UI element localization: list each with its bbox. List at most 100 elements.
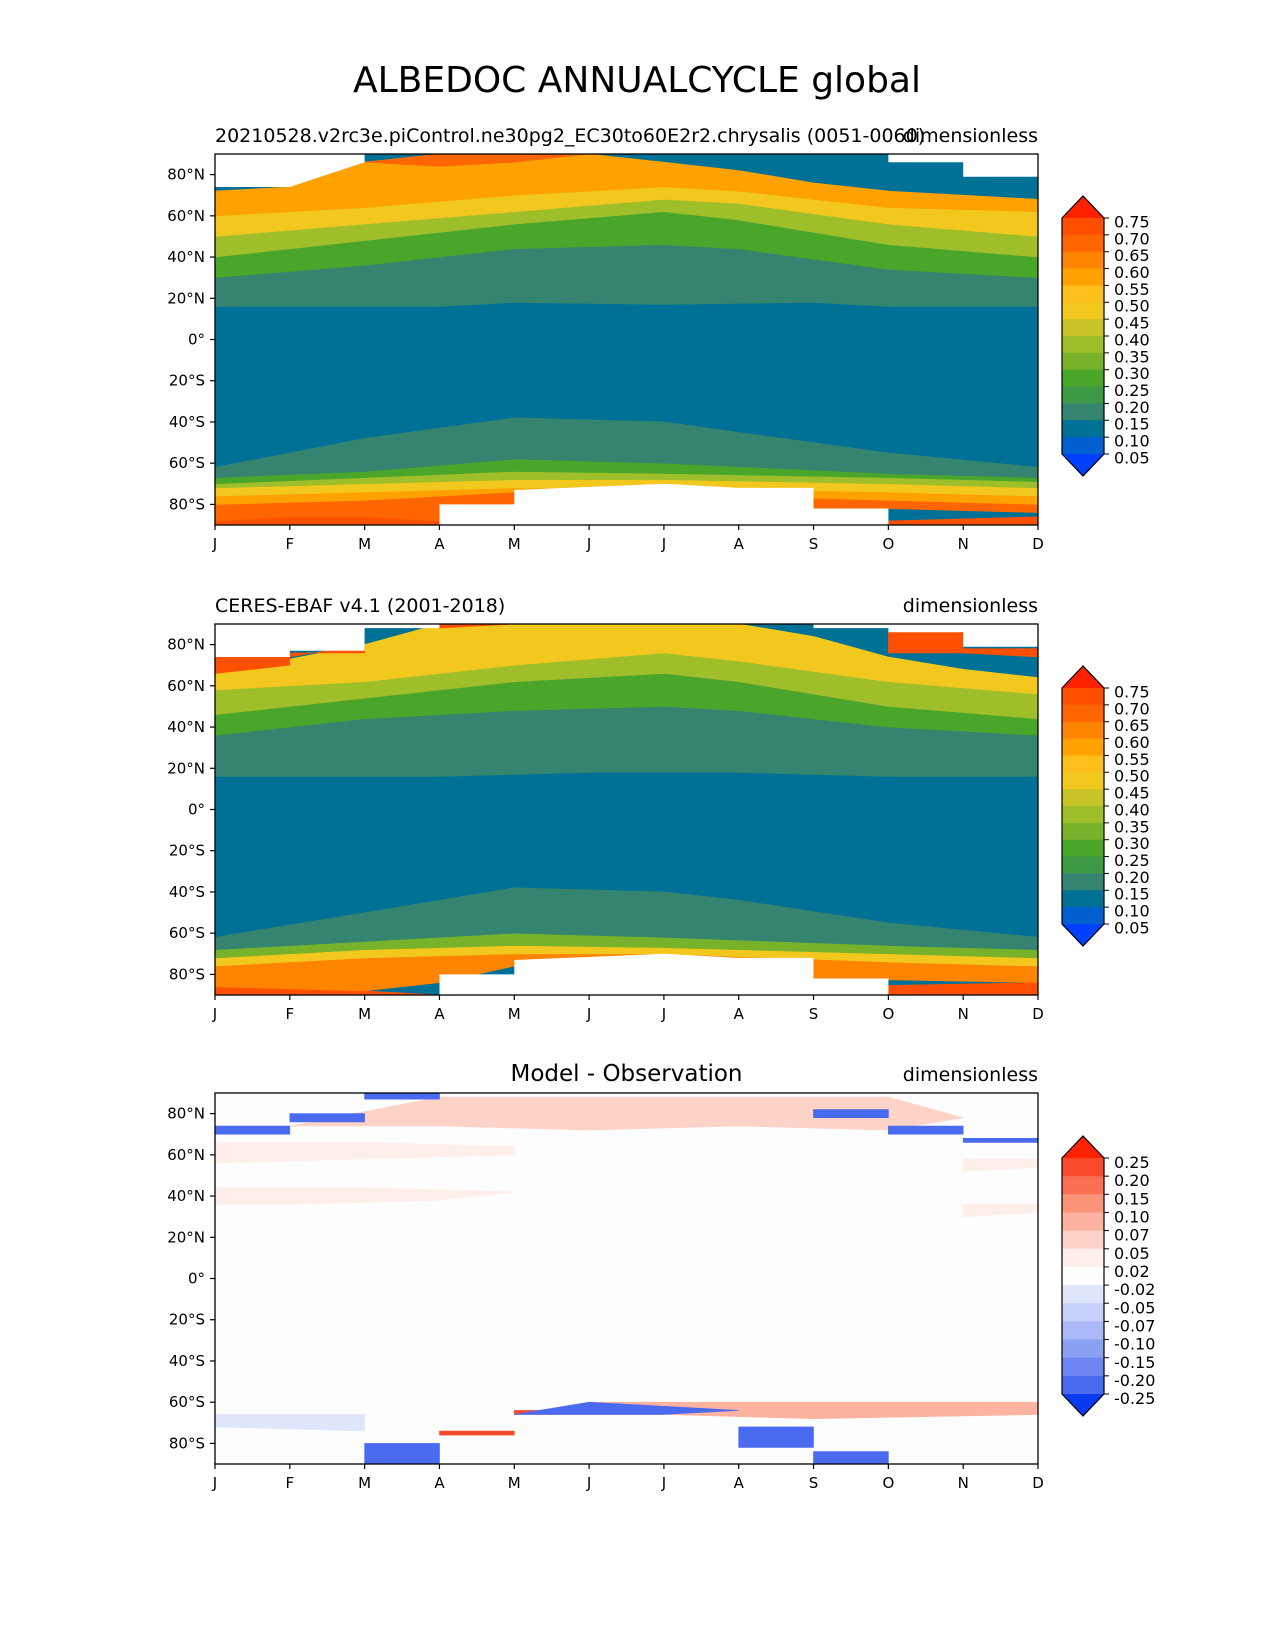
y-tick-label: 80°S	[169, 495, 205, 513]
colorbar-swatch	[1062, 1285, 1104, 1304]
colorbar-tick-label: 0.15	[1114, 1189, 1150, 1208]
colorbar-swatch	[1062, 873, 1104, 891]
x-tick-label: A	[434, 535, 445, 553]
contour-region	[962, 1204, 1038, 1217]
contour-region	[289, 1096, 964, 1131]
x-tick-label: A	[734, 535, 745, 553]
colorbar-swatch	[1062, 688, 1104, 706]
colorbar-tick-label: 0.05	[1114, 448, 1150, 467]
contour-region	[813, 1109, 889, 1118]
y-tick-label: 80°N	[167, 1105, 205, 1123]
colorbar-swatch	[1062, 738, 1104, 756]
y-tick-label: 60°N	[167, 1146, 205, 1164]
colorbar-swatch	[1062, 285, 1104, 303]
y-tick-label: 60°S	[169, 924, 205, 942]
y-tick-label: 40°S	[169, 1352, 205, 1370]
colorbar-tick-label: 0.25	[1114, 851, 1150, 870]
colorbar-swatch	[1062, 1375, 1104, 1395]
colorbar-swatch	[1062, 822, 1104, 841]
y-tick-label: 40°N	[167, 248, 205, 266]
x-tick-label: M	[358, 1005, 371, 1023]
colorbar-swatch	[1062, 1230, 1104, 1250]
colorbar-tick-label: 0.10	[1114, 1208, 1150, 1227]
colorbar-tick-label: -0.10	[1114, 1335, 1155, 1354]
colorbar-tick-label: 0.70	[1114, 699, 1150, 718]
colorbar-extend-min	[1062, 1394, 1104, 1416]
x-tick-label: A	[434, 1474, 445, 1492]
x-tick-label: J	[661, 1474, 666, 1492]
colorbar-tick-label: -0.20	[1114, 1371, 1155, 1390]
contour-region	[215, 887, 1038, 950]
x-tick-label: D	[1032, 535, 1044, 553]
colorbar-swatch	[1062, 218, 1104, 236]
contour-region	[738, 1426, 814, 1448]
contour-region	[215, 1125, 291, 1135]
x-tick-label: M	[358, 1474, 371, 1492]
colorbar-swatch	[1062, 1248, 1104, 1268]
x-tick-label: N	[958, 1474, 969, 1492]
colorbar-swatch	[1062, 352, 1104, 371]
colorbar-swatch	[1062, 403, 1104, 421]
colorbar-swatch	[1062, 420, 1104, 438]
y-tick-label: 40°N	[167, 1187, 205, 1205]
colorbar-tick-label: 0.30	[1114, 834, 1150, 853]
colorbar-tick-label: 0.15	[1114, 415, 1150, 434]
x-tick-label: F	[285, 1474, 294, 1492]
x-tick-label: M	[508, 535, 521, 553]
y-tick-label: 80°S	[169, 965, 205, 983]
colorbar-tick-label: 0.10	[1114, 432, 1150, 451]
colorbar-tick-label: 0.75	[1114, 682, 1150, 701]
x-tick-label: J	[212, 1005, 217, 1023]
contour-region	[364, 1093, 440, 1100]
contour-region	[215, 1142, 515, 1164]
colorbar-swatch	[1062, 1303, 1104, 1322]
panel-units: dimensionless	[903, 125, 1038, 147]
colorbar-swatch	[1062, 806, 1104, 824]
y-tick-label: 20°S	[169, 1311, 205, 1329]
colorbar-swatch	[1062, 302, 1104, 320]
contour-region	[364, 1443, 440, 1464]
y-tick-label: 20°S	[169, 372, 205, 390]
x-tick-label: A	[734, 1474, 745, 1492]
y-tick-label: 20°N	[167, 759, 205, 777]
contour-region	[514, 1401, 739, 1415]
colorbar-swatch	[1062, 336, 1104, 354]
colorbar-swatch	[1062, 1212, 1104, 1232]
colorbar: 0.250.200.150.100.070.050.02-0.02-0.05-0…	[1061, 1135, 1155, 1417]
contour-region	[215, 624, 1038, 695]
colorbar-tick-label: 0.40	[1114, 800, 1150, 819]
colorbar-swatch	[1062, 369, 1104, 388]
panel-test-model: 20210528.v2rc3e.piControl.ne30pg2_EC30to…	[167, 125, 1149, 553]
y-tick-label: 0°	[188, 1270, 205, 1288]
colorbar-swatch	[1062, 1357, 1104, 1377]
colorbar-tick-label: 0.02	[1114, 1262, 1150, 1281]
x-tick-label: O	[882, 1474, 894, 1492]
missing-data-region	[888, 154, 1038, 177]
colorbar-swatch	[1062, 1194, 1104, 1213]
x-tick-label: F	[285, 1005, 294, 1023]
colorbar-swatch	[1062, 907, 1104, 925]
colorbar-tick-label: -0.07	[1114, 1316, 1155, 1335]
colorbar-tick-label: -0.05	[1114, 1298, 1155, 1317]
contour-region	[888, 1125, 964, 1135]
colorbar-tick-label: -0.25	[1114, 1389, 1155, 1408]
colorbar-swatch	[1062, 1339, 1104, 1359]
panel-difference: Model - Observation dimensionless 80°N 60°N…	[167, 1061, 1155, 1492]
x-tick-label: J	[586, 1005, 591, 1023]
colorbar-tick-label: 0.65	[1114, 246, 1150, 265]
x-tick-label: J	[661, 1005, 666, 1023]
colorbar-tick-label: 0.75	[1114, 212, 1150, 231]
colorbar-tick-label: 0.05	[1114, 1244, 1150, 1263]
colorbar-swatch	[1062, 1176, 1104, 1195]
missing-data-region	[439, 483, 889, 525]
colorbar-swatch	[1062, 704, 1104, 723]
x-tick-label: N	[958, 535, 969, 553]
contour-region	[364, 154, 590, 167]
colorbar: 0.750.700.650.600.550.500.450.400.350.30…	[1061, 665, 1150, 947]
contour-field	[215, 154, 1038, 525]
contour-region	[215, 1187, 515, 1205]
contour-region	[215, 417, 1038, 478]
colorbar-tick-label: 0.25	[1114, 1153, 1150, 1172]
y-tick-label: 20°N	[167, 289, 205, 307]
y-tick-label: 40°S	[169, 413, 205, 431]
